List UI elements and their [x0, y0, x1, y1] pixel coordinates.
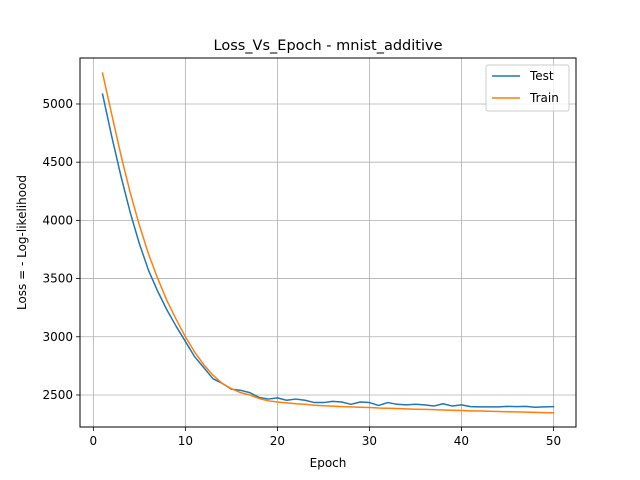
x-tick-label: 50	[546, 434, 561, 448]
y-tick-label: 4500	[42, 155, 73, 169]
series-line-test	[101, 93, 555, 408]
x-tick-label: 20	[270, 434, 285, 448]
axis-ticks: 0 10 20 30 40 50 2500 3000 3500 4000 4500 5000	[42, 97, 561, 448]
y-tick-label: 5000	[42, 97, 73, 111]
y-tick-label: 4000	[42, 213, 73, 227]
series-lines	[101, 72, 555, 414]
plot-frame	[79, 57, 577, 428]
x-tick-label: 40	[454, 434, 469, 448]
chart-title: Loss_Vs_Epoch - mnist_additive	[214, 38, 443, 54]
y-axis-label: Loss = - Log-likelihood	[15, 175, 29, 310]
y-tick-label: 2500	[42, 388, 73, 402]
y-tick-label: 3000	[42, 330, 73, 344]
grid	[80, 58, 576, 427]
x-axis-label: Epoch	[310, 456, 347, 470]
legend-label-test: Test	[529, 69, 554, 83]
y-tick-label: 3500	[42, 272, 73, 286]
x-tick-label: 10	[178, 434, 193, 448]
x-tick-label: 0	[90, 434, 98, 448]
x-tick-label: 30	[362, 434, 377, 448]
legend: Test Train	[485, 64, 570, 112]
legend-label-train: Train	[529, 91, 559, 105]
series-line-train	[101, 72, 555, 414]
